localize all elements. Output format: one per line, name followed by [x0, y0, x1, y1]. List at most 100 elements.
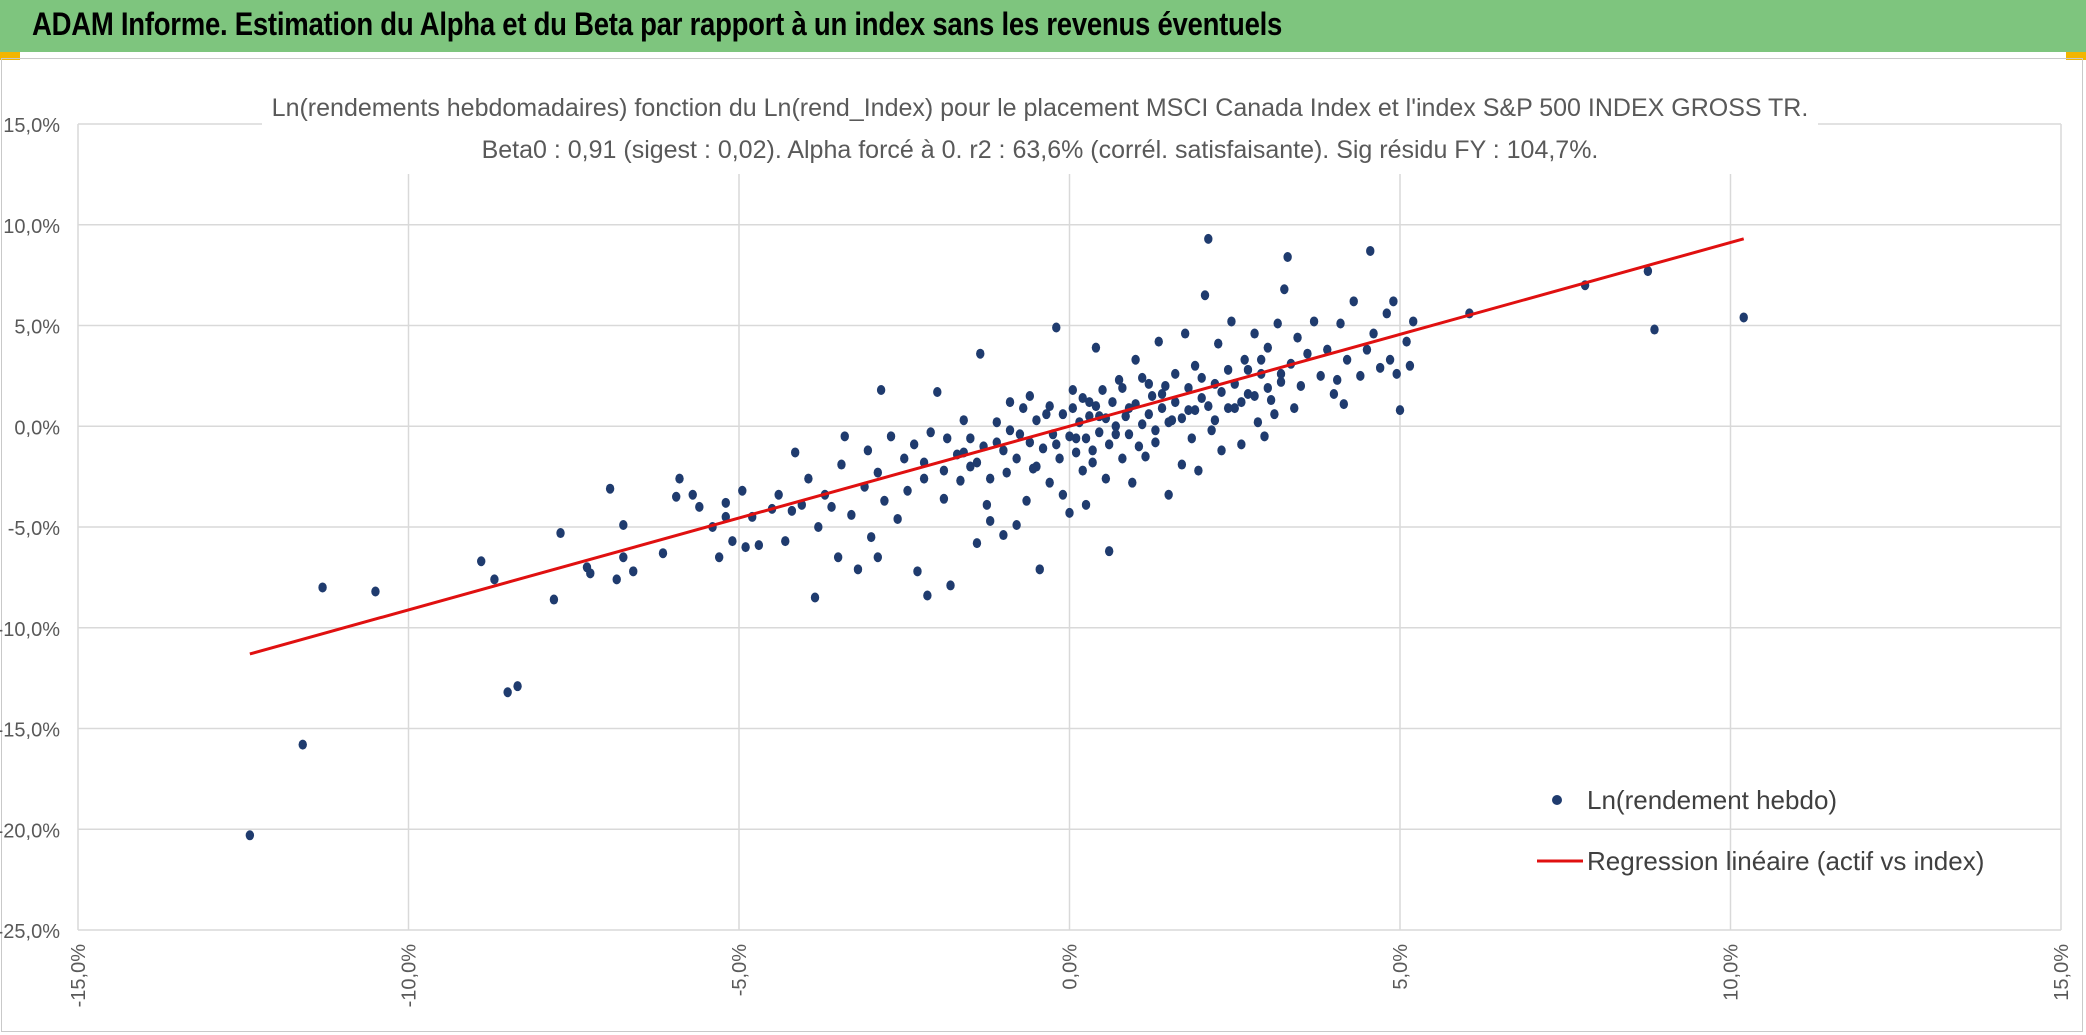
data-point	[1375, 362, 1385, 373]
data-point	[1276, 376, 1286, 387]
y-tick-label: -15,0%	[0, 720, 60, 742]
data-point	[1184, 405, 1193, 416]
data-point	[999, 530, 1008, 541]
data-point	[1035, 564, 1044, 575]
y-tick-label: -25,0%	[0, 921, 60, 943]
data-point	[371, 586, 380, 597]
data-point	[1012, 519, 1021, 530]
axis-labels: 15,0% 10,0% 5,0% 0,0% -5,0% -10,0% -15,0% -20,0…	[0, 115, 2073, 1007]
data-point	[1643, 266, 1653, 277]
data-point	[1237, 397, 1246, 408]
data-point	[1240, 354, 1249, 365]
data-point	[1065, 507, 1074, 518]
data-point	[1739, 312, 1748, 323]
data-point	[245, 830, 255, 841]
data-point	[1336, 318, 1345, 329]
data-point	[1323, 344, 1332, 355]
data-point	[1065, 431, 1074, 442]
data-point	[966, 461, 975, 472]
data-point	[721, 497, 730, 508]
data-point	[1108, 397, 1117, 408]
data-point	[318, 582, 327, 593]
legend: Ln(rendement hebdo) Regression linéaire …	[1537, 785, 1984, 876]
data-point	[490, 574, 499, 585]
data-point	[1045, 401, 1054, 412]
data-point	[1349, 296, 1358, 307]
data-point	[1071, 433, 1081, 444]
chart-frame	[1, 58, 2083, 1032]
data-point	[1124, 429, 1134, 440]
data-point	[1081, 499, 1091, 510]
data-point	[1118, 453, 1127, 464]
y-tick-label: 5,0%	[14, 317, 60, 339]
data-point	[1197, 372, 1206, 383]
data-point	[1250, 391, 1259, 402]
data-point	[1111, 421, 1120, 432]
data-point	[1138, 419, 1147, 430]
data-point	[1002, 467, 1011, 478]
data-point	[672, 491, 681, 502]
regression-line	[249, 237, 1745, 656]
data-point	[1263, 382, 1273, 393]
data-point	[1068, 384, 1078, 395]
data-point	[959, 415, 968, 426]
data-point	[688, 489, 697, 500]
title-backdrop	[262, 94, 1818, 174]
data-point	[972, 538, 982, 549]
data-point	[1650, 324, 1659, 335]
data-point	[787, 505, 797, 516]
data-point	[1382, 308, 1391, 319]
y-tick-label: 0,0%	[14, 417, 60, 439]
data-point	[1204, 233, 1213, 244]
data-point	[893, 513, 902, 524]
data-point	[933, 386, 942, 397]
data-point	[1164, 489, 1173, 500]
data-point	[1154, 336, 1163, 347]
data-point	[1395, 405, 1405, 416]
data-point	[946, 580, 955, 591]
data-point	[1147, 391, 1157, 402]
corner-accent-right	[2066, 52, 2086, 60]
data-point	[1058, 489, 1068, 500]
data-point	[1217, 386, 1226, 397]
data-point	[1204, 401, 1213, 412]
data-point	[1283, 251, 1292, 262]
data-point	[741, 542, 750, 553]
data-point	[1141, 451, 1150, 462]
data-point	[1303, 348, 1312, 359]
data-point	[605, 483, 615, 494]
data-point	[1266, 395, 1276, 406]
data-point	[513, 681, 522, 692]
data-point	[1243, 389, 1253, 400]
data-point	[833, 552, 843, 563]
data-point	[814, 522, 823, 532]
data-point	[1329, 389, 1339, 400]
data-point	[1068, 403, 1078, 414]
data-point	[1078, 393, 1087, 404]
data-point	[1342, 354, 1352, 365]
data-point	[1058, 409, 1068, 420]
data-point	[790, 447, 800, 458]
data-point	[1177, 413, 1187, 424]
data-point	[477, 556, 486, 567]
legend-label-regression: Regression linéaire (actif vs index)	[1587, 846, 1984, 876]
data-point	[1071, 447, 1081, 458]
data-point	[1177, 459, 1187, 470]
data-point	[1260, 431, 1269, 442]
data-point	[298, 739, 307, 750]
x-tick-label: -10,0%	[399, 944, 421, 1008]
data-point	[1101, 473, 1111, 484]
data-point	[992, 417, 1001, 428]
data-point	[827, 501, 836, 512]
data-point	[1157, 403, 1167, 414]
data-point	[1015, 429, 1025, 440]
data-point	[1171, 368, 1180, 379]
data-point	[1005, 425, 1015, 436]
data-point	[675, 473, 684, 484]
data-point	[1316, 370, 1325, 381]
y-tick-label: 10,0%	[3, 216, 60, 238]
data-point	[903, 485, 912, 496]
data-point	[1052, 439, 1061, 450]
data-point	[1409, 316, 1418, 327]
points-layer	[245, 233, 1748, 841]
